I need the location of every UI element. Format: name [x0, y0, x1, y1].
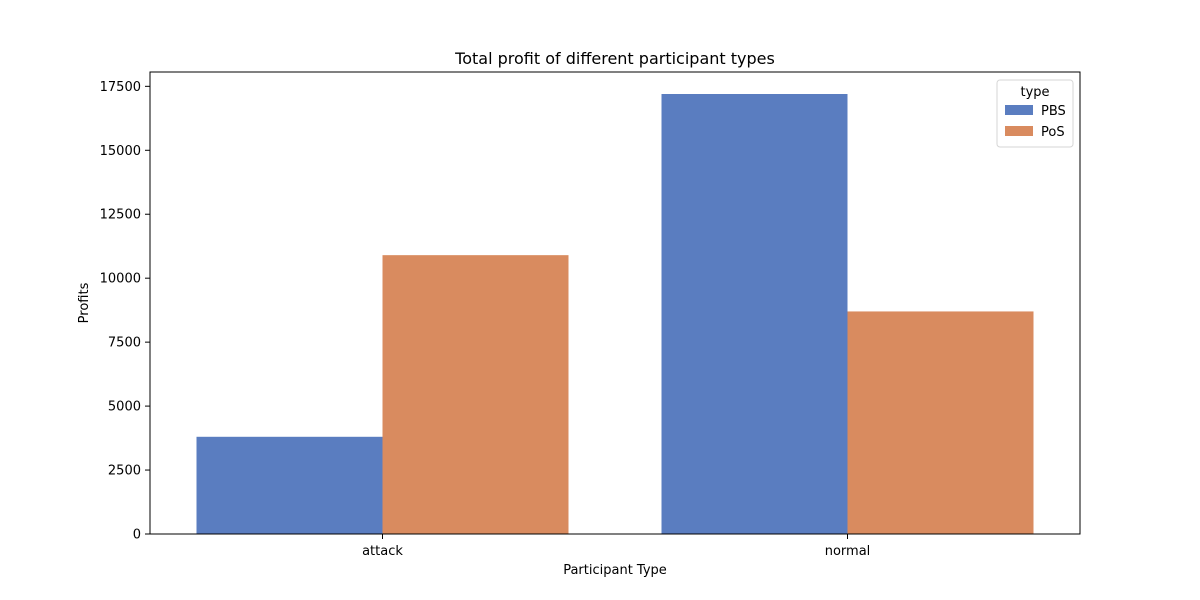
legend-swatch-pbs — [1005, 105, 1033, 115]
legend-label-pos: PoS — [1041, 125, 1065, 140]
y-tick-label: 17500 — [100, 80, 141, 95]
plot-area — [196, 94, 1034, 535]
y-tick-label: 0 — [133, 528, 141, 543]
x-axis: attack normal — [362, 534, 870, 559]
x-tick-label: normal — [825, 544, 871, 559]
y-tick-label: 12500 — [100, 208, 141, 223]
chart-title: Total profit of different participant ty… — [454, 49, 775, 68]
bar-pbs-normal — [661, 94, 848, 534]
plot-frame — [149, 71, 1081, 535]
y-axis-label: Profits — [77, 282, 92, 323]
y-tick-label: 5000 — [108, 400, 141, 415]
legend-label-pbs: PBS — [1041, 104, 1066, 119]
y-tick-label: 10000 — [100, 272, 141, 287]
bar-pos-normal — [847, 311, 1034, 534]
y-tick-label: 2500 — [108, 464, 141, 479]
y-tick-label: 15000 — [100, 144, 141, 159]
x-tick-label: attack — [362, 544, 403, 559]
bar-pos-attack — [382, 255, 569, 535]
x-axis-label: Participant Type — [563, 563, 667, 578]
y-axis: 0 2500 5000 7500 10000 12500 15000 17500 — [100, 80, 150, 543]
legend-swatch-pos — [1005, 126, 1033, 136]
bar-pbs-attack — [196, 436, 383, 534]
y-tick-label: 7500 — [108, 336, 141, 351]
legend-title: type — [1020, 85, 1049, 100]
legend: type PBS PoS — [996, 79, 1074, 148]
